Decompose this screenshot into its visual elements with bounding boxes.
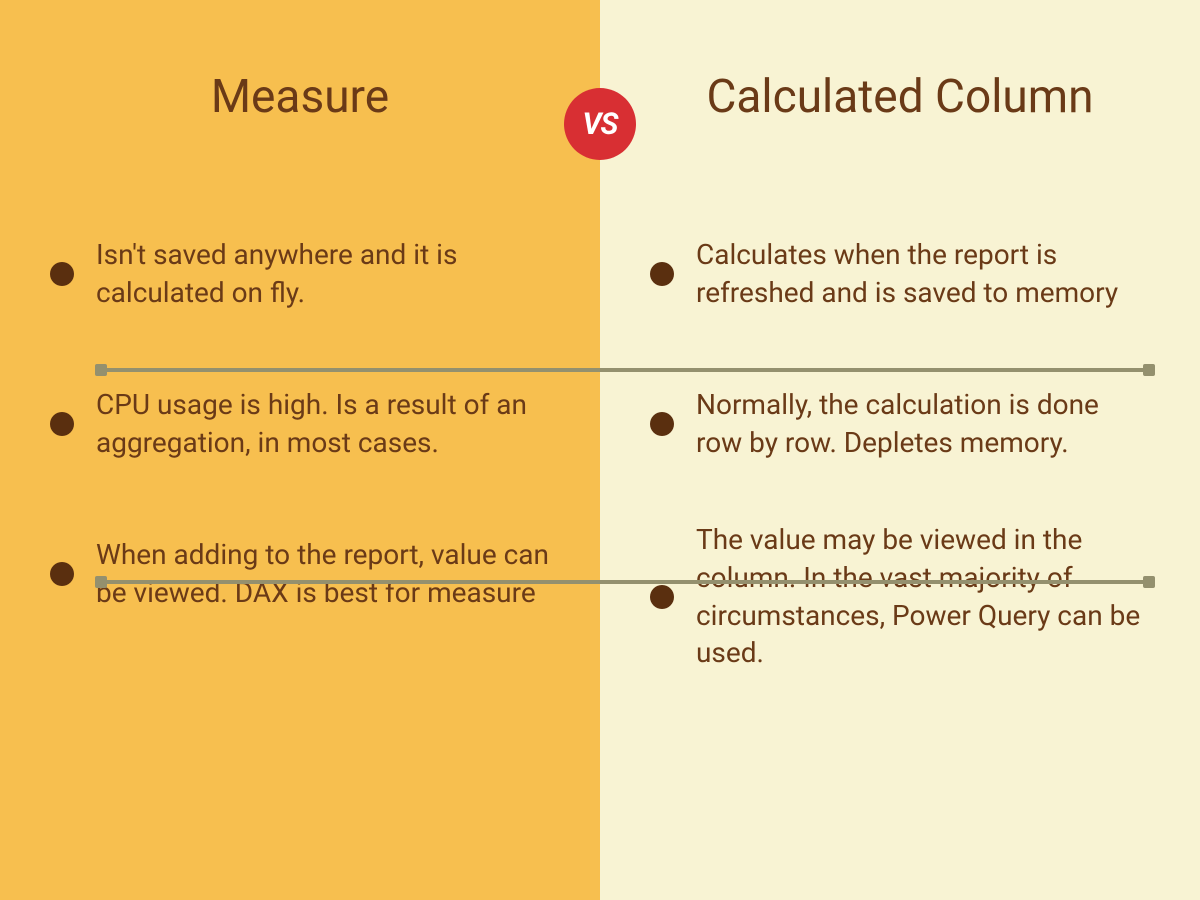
item-text: Normally, the calculation is done row by… xyxy=(696,386,1150,462)
item-text: The value may be viewed in the column. I… xyxy=(696,521,1150,672)
list-item: When adding to the report, value can be … xyxy=(50,499,550,649)
bullet-icon xyxy=(50,562,74,586)
divider xyxy=(95,368,1155,372)
divider xyxy=(95,580,1155,584)
item-text: When adding to the report, value can be … xyxy=(96,536,550,612)
vs-badge: VS xyxy=(564,88,636,160)
left-heading: Measure xyxy=(50,70,550,124)
divider-line xyxy=(107,368,1143,372)
item-text: Calculates when the report is refreshed … xyxy=(696,236,1150,312)
divider-endcap-icon xyxy=(1143,576,1155,588)
bullet-icon xyxy=(50,262,74,286)
item-text: Isn't saved anywhere and it is calculate… xyxy=(96,236,550,312)
divider-endcap-icon xyxy=(1143,364,1155,376)
list-item: Calculates when the report is refreshed … xyxy=(650,199,1150,349)
right-items: Calculates when the report is refreshed … xyxy=(650,199,1150,694)
right-heading: Calculated Column xyxy=(650,70,1150,124)
bullet-icon xyxy=(650,412,674,436)
left-panel: Measure Isn't saved anywhere and it is c… xyxy=(0,0,600,900)
list-item: The value may be viewed in the column. I… xyxy=(650,499,1150,694)
divider-endcap-icon xyxy=(95,364,107,376)
bullet-icon xyxy=(650,262,674,286)
comparison-container: Measure Isn't saved anywhere and it is c… xyxy=(0,0,1200,900)
divider-endcap-icon xyxy=(95,576,107,588)
right-panel: Calculated Column Calculates when the re… xyxy=(600,0,1200,900)
divider-line xyxy=(107,580,1143,584)
bullet-icon xyxy=(650,585,674,609)
item-text: CPU usage is high. Is a result of an agg… xyxy=(96,386,550,462)
list-item: Isn't saved anywhere and it is calculate… xyxy=(50,199,550,349)
vs-label: VS xyxy=(583,107,618,142)
bullet-icon xyxy=(50,412,74,436)
